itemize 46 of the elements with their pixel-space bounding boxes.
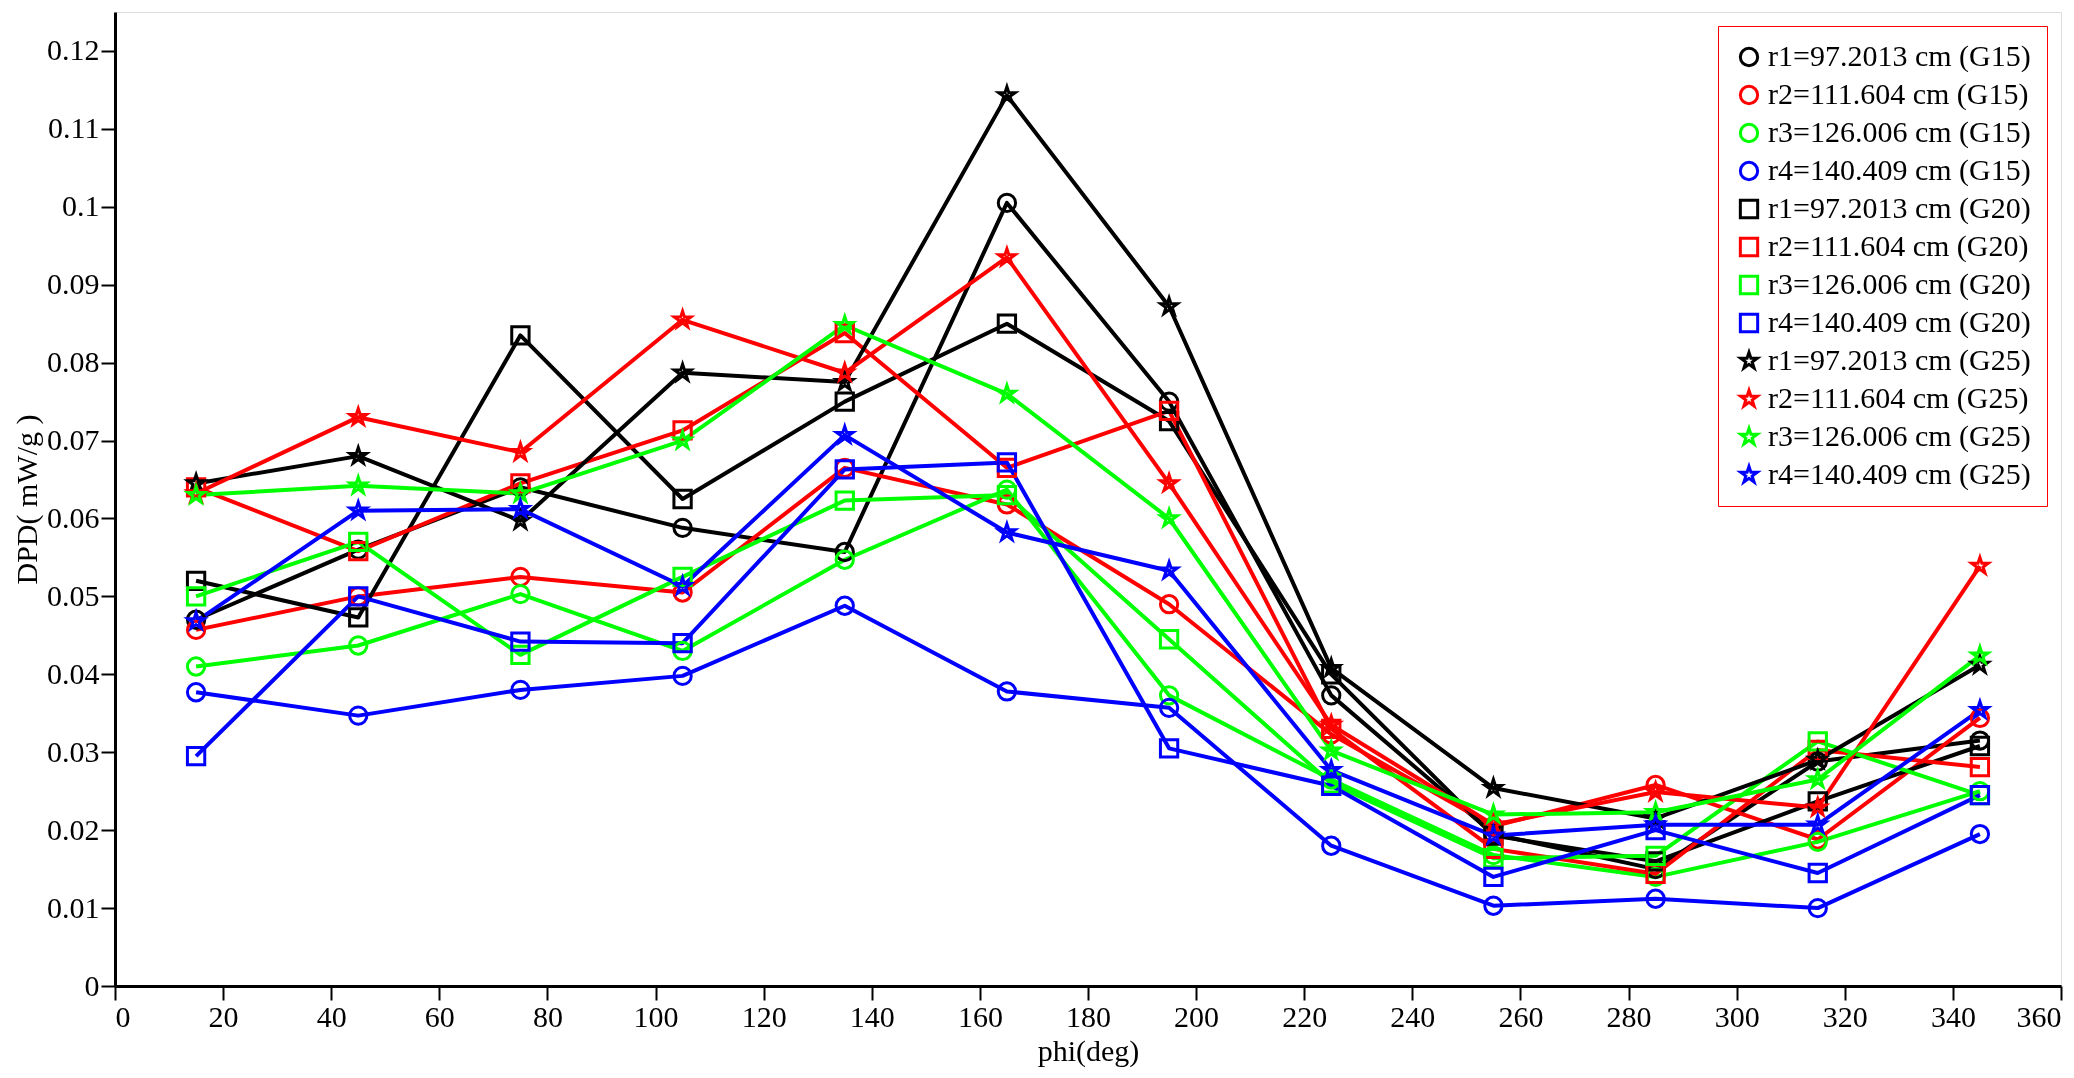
x-tick-label: 180: [1066, 999, 1111, 1033]
legend-label: r1=97.2013 cm (G25): [1768, 343, 2031, 377]
x-tick-label: 320: [1822, 999, 1868, 1033]
legend-label: r1=97.2013 cm (G20): [1768, 191, 2031, 225]
y-tick-label: 0.02: [47, 812, 100, 846]
x-tick-label: 340: [1930, 999, 1976, 1033]
legend-label: r2=111.604 cm (G20): [1768, 229, 2029, 263]
y-tick-label: 0: [84, 968, 100, 1002]
x-tick-label: 60: [424, 999, 455, 1033]
legend-label: r3=126.006 cm (G25): [1768, 419, 2031, 453]
x-tick-label: 0: [115, 999, 131, 1033]
x-tick-label: 220: [1282, 999, 1328, 1033]
x-tick-label: 100: [633, 999, 679, 1033]
x-tick-label: 300: [1714, 999, 1760, 1033]
legend-label: r2=111.604 cm (G15): [1768, 77, 2029, 111]
y-tick-label: 0.1: [62, 189, 100, 223]
legend-label: r4=140.409 cm (G15): [1768, 153, 2031, 187]
y-tick-label: 0.05: [47, 578, 100, 612]
y-tick-label: 0.01: [47, 890, 100, 924]
x-tick-label: 40: [316, 999, 347, 1033]
y-tick-label: 0.09: [47, 267, 100, 301]
legend-label: r4=140.409 cm (G20): [1768, 305, 2031, 339]
x-tick-label: 20: [208, 999, 239, 1033]
y-tick-label: 0.08: [47, 345, 100, 379]
x-tick-label: 360: [2016, 999, 2062, 1033]
x-tick-label: 280: [1606, 999, 1652, 1033]
y-tick-label: 0.06: [47, 500, 100, 534]
legend-label: r1=97.2013 cm (G15): [1768, 39, 2031, 73]
legend-label: r3=126.006 cm (G20): [1768, 267, 2031, 301]
y-tick-label: 0.11: [48, 111, 100, 145]
x-tick-label: 140: [849, 999, 895, 1033]
y-tick-label: 0.03: [47, 734, 100, 768]
y-tick-label: 0.12: [47, 33, 100, 67]
x-tick-label: 160: [957, 999, 1003, 1033]
y-tick-label: 0.04: [47, 656, 100, 690]
x-tick-label: 200: [1174, 999, 1220, 1033]
x-tick-label: 240: [1390, 999, 1436, 1033]
legend-label: r3=126.006 cm (G15): [1768, 115, 2031, 149]
x-tick-label: 120: [741, 999, 787, 1033]
x-axis-title: phi(deg): [1037, 1033, 1140, 1068]
x-tick-label: 80: [532, 999, 563, 1033]
legend-label: r2=111.604 cm (G25): [1768, 381, 2029, 415]
legend-label: r4=140.409 cm (G25): [1768, 457, 2031, 491]
x-tick-label: 260: [1498, 999, 1544, 1033]
y-axis-title: DPD( mW/g ): [10, 414, 44, 585]
y-tick-label: 0.07: [47, 423, 100, 457]
